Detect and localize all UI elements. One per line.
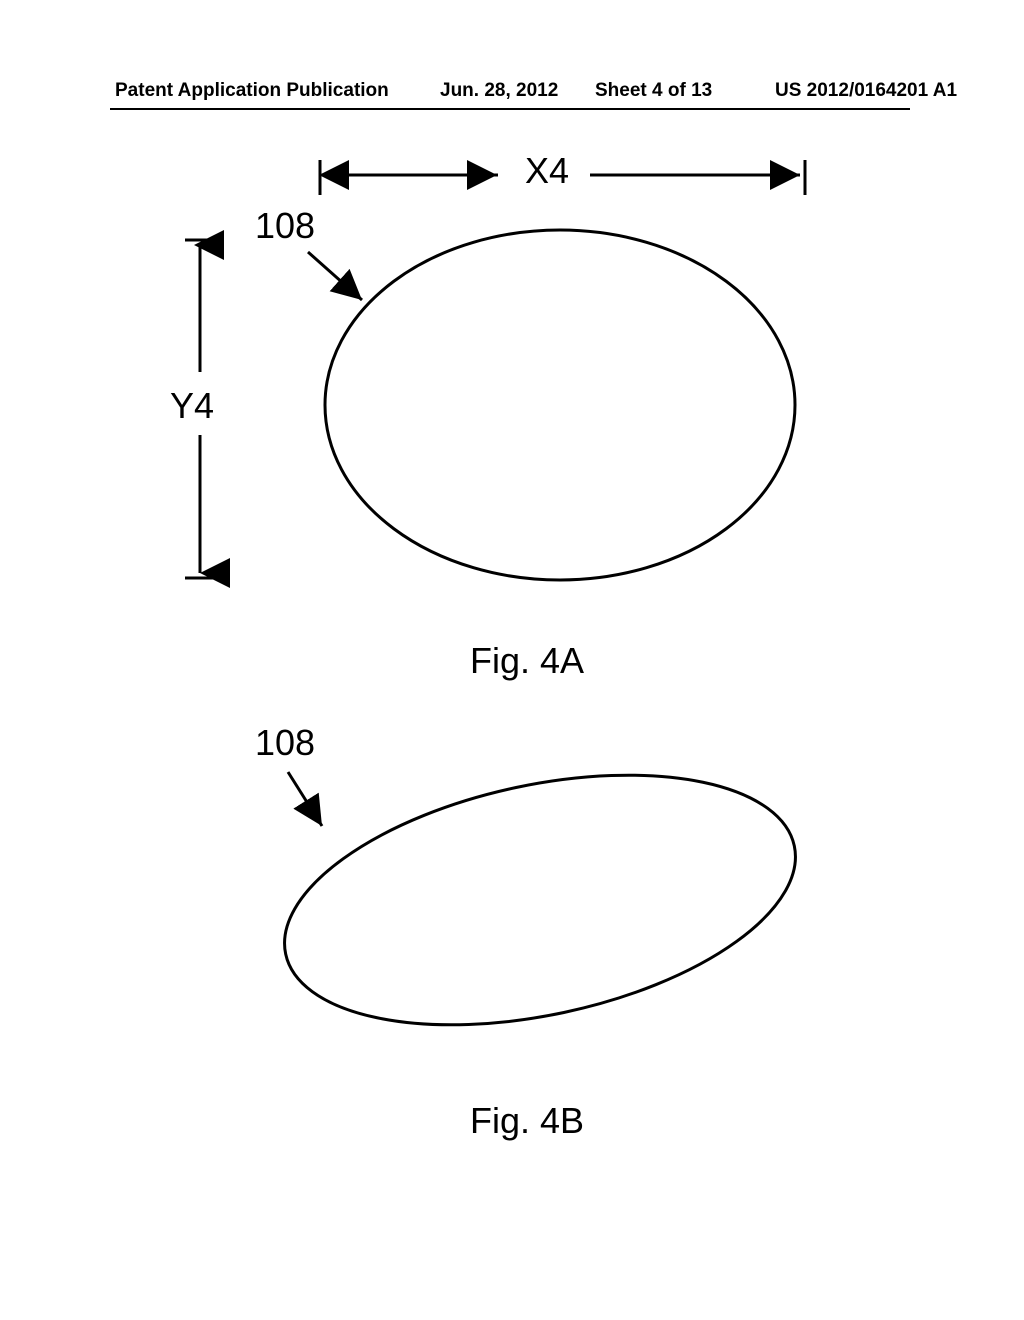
page: Patent Application Publication Jun. 28, … — [0, 0, 1024, 1320]
dim-x4-label: X4 — [525, 150, 569, 192]
ref-108-b: 108 — [255, 722, 315, 764]
fig-4a-caption: Fig. 4A — [470, 640, 584, 682]
figure-area: X4 Y4 108 Fig. 4A 108 Fig. 4B — [0, 0, 1024, 1320]
ref-108-a: 108 — [255, 205, 315, 247]
fig-4b-caption: Fig. 4B — [470, 1100, 584, 1142]
dim-y4-label: Y4 — [170, 385, 214, 427]
